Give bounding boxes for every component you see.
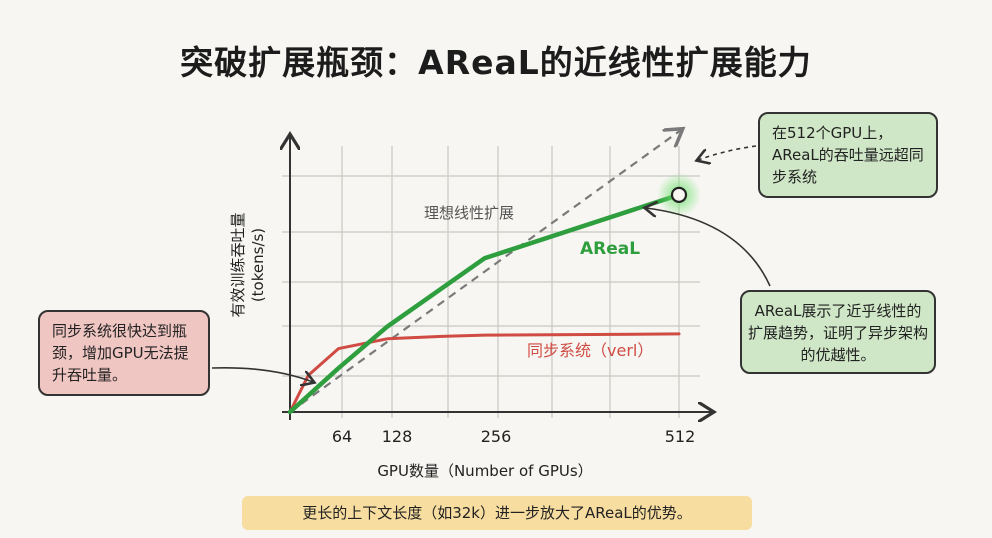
page-title: 突破扩展瓶颈：AReaL的近线性扩展能力 (180, 43, 812, 82)
y-axis-label-line1: 有效训练吞吐量 (229, 212, 247, 318)
arrow-to-areal (646, 208, 771, 287)
callout-sync-bottleneck: 同步系统很快达到瓶颈，增加GPU无法提升吞吐量。 (38, 310, 210, 396)
footer-note: 更长的上下文长度（如32k）进一步放大了AReaL的优势。 (242, 496, 752, 530)
series-layer (287, 130, 701, 415)
arrow-to-endpoint (698, 145, 757, 160)
endpoint-marker (670, 186, 688, 203)
y-axis-label-line2: (tokens/s) (249, 227, 267, 303)
labels-layer: 64 128 256 512 理想线性扩展 AReaL 同步系统（verl） (332, 204, 695, 446)
x-tick-label: 256 (481, 427, 512, 446)
x-tick-label: 64 (332, 427, 352, 446)
series-areal-line (287, 192, 682, 415)
series-label-sync: 同步系统（verl） (527, 341, 653, 360)
chart-grid (282, 146, 700, 418)
x-axis-label: GPU数量（Number of GPUs） (377, 462, 593, 480)
callout-arrows (211, 145, 771, 382)
callout-512-gpus: 在512个GPU上，AReaL的吞吐量远超同步系统 (758, 112, 938, 198)
arrow-to-sync (211, 366, 313, 382)
y-axis-label: 有效训练吞吐量 (tokens/s) (228, 190, 268, 340)
series-ideal-line (289, 130, 681, 413)
x-tick-label: 128 (382, 427, 413, 446)
x-tick-label: 512 (665, 427, 696, 446)
series-label-areal: AReaL (580, 239, 640, 259)
chart-axes (282, 136, 712, 420)
series-label-ideal: 理想线性扩展 (424, 204, 514, 222)
callout-areal-linear: AReaL展示了近乎线性的扩展趋势，证明了异步架构的优越性。 (740, 290, 936, 374)
